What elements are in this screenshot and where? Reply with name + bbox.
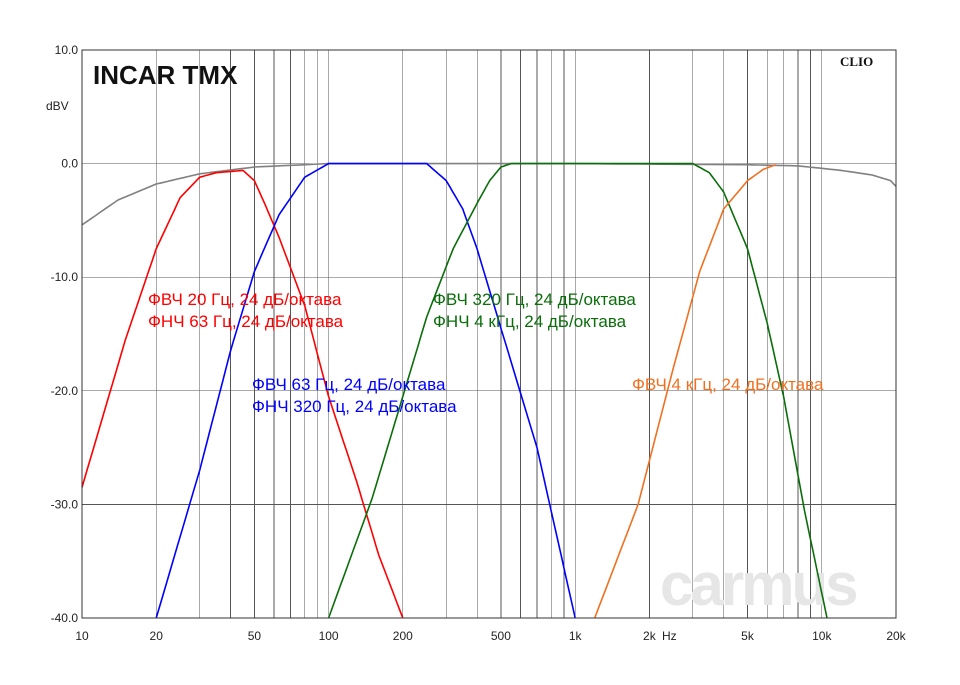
x-axis-unit-label: Hz xyxy=(662,629,677,643)
x-tick-label: 2k xyxy=(643,629,657,643)
series-line-3 xyxy=(155,162,576,619)
y-axis-label: dBV xyxy=(46,99,69,113)
annotation-4: ФВЧ 4 кГц, 24 дБ/октава xyxy=(632,375,824,394)
annotation-3: ФВЧ 63 Гц, 24 дБ/октава ФНЧ 320 Гц, 24 дБ… xyxy=(252,375,457,416)
chart-title: INCAR TMX xyxy=(93,60,238,90)
axes: 10 20 50 100 200 500 1k 2k 5k 10k 20k 10.0 0.0 -10.0 -… xyxy=(51,43,907,643)
plot-frame xyxy=(81,49,897,619)
x-tick-label: 200 xyxy=(393,629,413,643)
y-tick-label: -10.0 xyxy=(51,270,79,284)
series-lines xyxy=(81,162,897,619)
y-tick-label: -20.0 xyxy=(51,384,79,398)
watermark: carmus xyxy=(660,551,856,618)
x-tick-label: 1k xyxy=(569,629,583,643)
annotation-line: ФНЧ 320 Гц, 24 дБ/октава xyxy=(252,397,457,416)
y-tick-label: -30.0 xyxy=(51,497,79,511)
y-tick-label: 0.0 xyxy=(61,157,78,171)
annotation-line: ФНЧ 63 Гц, 24 дБ/октава xyxy=(148,312,344,331)
x-tick-label: 500 xyxy=(491,629,511,643)
series-line-5 xyxy=(593,163,776,619)
x-tick-label: 5k xyxy=(741,629,755,643)
annotation-line: ФВЧ 320 Гц, 24 дБ/октава xyxy=(433,290,636,309)
annotation-line: ФНЧ 4 кГц, 24 дБ/октава xyxy=(433,312,627,331)
series-line-2 xyxy=(81,169,404,619)
x-tick-label: 20k xyxy=(886,629,906,643)
filter-annotations: ФВЧ 20 Гц, 24 дБ/октава ФНЧ 63 Гц, 24 дБ/… xyxy=(148,290,824,416)
annotation-1: ФВЧ 20 Гц, 24 дБ/октава ФНЧ 63 Гц, 24 дБ/… xyxy=(148,290,344,331)
x-tick-label: 50 xyxy=(248,629,262,643)
annotation-line: ФВЧ 63 Гц, 24 дБ/октава xyxy=(252,375,446,394)
series-line-4 xyxy=(327,162,828,619)
annotation-line: ФВЧ 4 кГц, 24 дБ/октава xyxy=(632,375,824,394)
y-tick-label: -40.0 xyxy=(51,611,79,625)
x-tick-label: 100 xyxy=(319,629,339,643)
x-tick-label: 10 xyxy=(75,629,89,643)
x-tick-label: 20 xyxy=(150,629,164,643)
clio-label: CLIO xyxy=(840,54,873,69)
annotation-2: ФВЧ 320 Гц, 24 дБ/октава ФНЧ 4 кГц, 24 дБ… xyxy=(433,290,636,331)
y-tick-label: 10.0 xyxy=(55,43,79,57)
x-tick-label: 10k xyxy=(812,629,832,643)
annotation-line: ФВЧ 20 Гц, 24 дБ/октава xyxy=(148,290,342,309)
